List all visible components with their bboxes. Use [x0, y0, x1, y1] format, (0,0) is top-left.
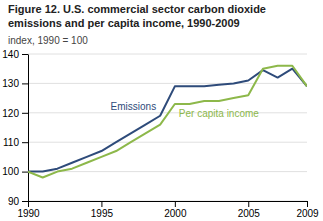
y-tick: 140: [2, 49, 28, 60]
y-tick-label: 100: [2, 166, 19, 177]
y-tick-mark: [22, 83, 28, 84]
x-tick-label: 1995: [91, 208, 114, 219]
plot-area: [28, 66, 307, 178]
chart-container: Figure 12. U.S. commercial sector carbon…: [0, 0, 323, 221]
x-tick-label: 1990: [17, 208, 40, 219]
series-label: Emissions: [111, 101, 157, 112]
x-tick: 1990: [17, 201, 40, 219]
x-tick-label: 2005: [238, 208, 261, 219]
x-tick: 2009: [296, 201, 319, 219]
x-tick: 2005: [238, 201, 261, 219]
y-tick: 100: [2, 166, 28, 177]
grid-line: [28, 171, 307, 172]
y-tick-mark: [22, 113, 28, 114]
y-tick: 90: [8, 196, 28, 207]
line: [28, 69, 307, 172]
y-tick: 110: [3, 137, 28, 148]
series-label: Per capita income: [179, 108, 259, 119]
y-tick-mark: [22, 201, 28, 202]
x-tick: 1995: [91, 201, 114, 219]
chart: Figure 12. U.S. commercial sector carbon…: [0, 0, 323, 221]
x-tick-mark: [101, 201, 102, 207]
y-tick: 130: [2, 78, 28, 89]
y-axis-title: index, 1990 = 100: [8, 35, 88, 46]
x-tick-mark: [175, 201, 176, 207]
y-tick-label: 140: [2, 49, 19, 60]
grid: [28, 54, 307, 201]
x-tick-mark: [248, 201, 249, 207]
y-tick-label: 90: [8, 196, 20, 207]
grid-line: [28, 201, 307, 202]
y-tick-mark: [22, 54, 28, 55]
y-axis: 90 100 110 120 130 140: [2, 49, 28, 207]
y-tick-mark: [22, 172, 28, 173]
subtitle: emissions and per capita income, 1990-20…: [8, 17, 240, 29]
y-axis-line: [28, 55, 29, 202]
x-tick: 2000: [164, 201, 187, 219]
y-tick-label: 110: [3, 137, 19, 148]
y-tick-label: 120: [2, 108, 19, 119]
grid-line: [28, 83, 307, 84]
x-tick-mark: [307, 201, 308, 207]
grid-line: [28, 142, 307, 143]
y-tick-mark: [22, 142, 28, 143]
line: [28, 66, 307, 178]
title: Figure 12. U.S. commercial sector carbon…: [8, 3, 266, 15]
y-tick-label: 130: [2, 78, 19, 89]
grid-line: [28, 54, 307, 55]
y-tick: 120: [2, 108, 28, 119]
x-axis-line: [29, 201, 308, 202]
x-tick-label: 2000: [164, 208, 187, 219]
x-tick-mark: [28, 201, 29, 207]
x-tick-label: 2009: [296, 208, 319, 219]
x-axis: 1990 1995 2000 2005 2009: [17, 201, 319, 219]
